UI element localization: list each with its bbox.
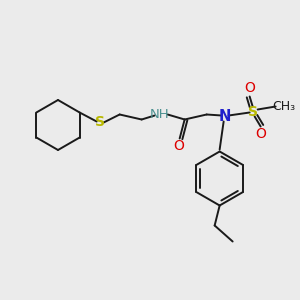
Text: N: N [218, 109, 231, 124]
Text: NH: NH [150, 108, 169, 121]
Text: S: S [248, 104, 258, 118]
Text: O: O [173, 139, 184, 152]
Text: CH₃: CH₃ [272, 100, 295, 113]
Text: S: S [95, 116, 105, 130]
Text: O: O [255, 128, 266, 142]
Text: O: O [244, 82, 255, 95]
